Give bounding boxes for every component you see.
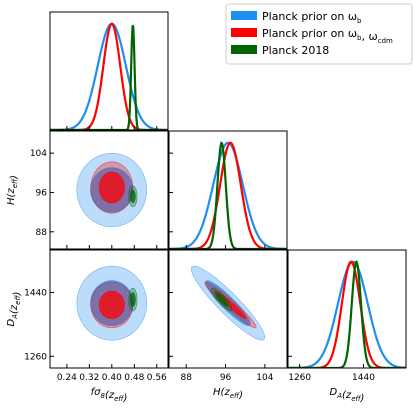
x-axis-label-DA: DA(zeff): [330, 387, 365, 404]
legend-label-2: Planck 2018: [262, 44, 329, 57]
marginal-H-series-0: [169, 141, 287, 249]
x-tick-label-fsigma8: 0.40: [102, 373, 122, 383]
x-tick-label-H: 96: [220, 373, 232, 383]
marginal-DA: [288, 260, 406, 368]
x-tick-label-fsigma8: 0.56: [147, 373, 167, 383]
contour-fsigma8-H-series-1-level-1: [98, 171, 125, 204]
x-tick-label-fsigma8: 0.24: [57, 373, 77, 383]
marginal-H-series-1: [169, 141, 287, 249]
legend: [225, 3, 413, 65]
marginal-DA-series-2: [288, 260, 406, 368]
legend-label-1: Planck prior on ωb, ωcdm: [262, 27, 393, 45]
panel-frame-H-DA: [168, 249, 288, 369]
contour-fsigma8-H-series-2-level-1: [130, 189, 136, 204]
legend-swatch-1: [231, 28, 257, 37]
contour-H-DA-series-2-level-1: [214, 292, 229, 307]
x-tick-label-DA: 1260: [288, 373, 311, 383]
legend-swatch-0: [231, 11, 257, 20]
y-tick-label-H: 88: [36, 228, 48, 238]
y-axis-label-H: H(zeff): [6, 175, 20, 205]
contour-H-DA: [190, 265, 266, 341]
marginal-fsigma8: [50, 22, 168, 130]
contour-fsigma8-H: [76, 152, 148, 228]
contour-fsigma8-DA-series-2-level-1: [130, 292, 136, 307]
x-tick-label-fsigma8: 0.48: [124, 373, 144, 383]
x-tick-label-H: 104: [256, 373, 273, 383]
marginal-fsigma8-series-0: [50, 22, 168, 130]
legend-frame: [225, 3, 413, 65]
marginal-H-series-2: [169, 141, 287, 249]
x-tick-label-H: 88: [180, 373, 192, 383]
y-tick-label-H: 104: [30, 149, 47, 159]
x-axis-label-H: H(zeff): [213, 387, 243, 401]
x-tick-label-fsigma8: 0.32: [79, 373, 99, 383]
marginal-fsigma8-series-2: [50, 24, 168, 130]
x-tick-label-DA: 1440: [352, 373, 375, 383]
panel-frame-fsigma8-fsigma8: [49, 11, 169, 131]
legend-swatch-2: [231, 45, 257, 54]
contour-fsigma8-DA: [76, 265, 148, 341]
y-axis-label-DA: DA(zeff): [6, 292, 23, 327]
panel-frame-fsigma8-DA: [49, 249, 169, 369]
y-tick-label-H: 96: [36, 188, 48, 198]
x-axis-label-fsigma8: fσ8(zeff): [91, 387, 128, 404]
panel-frame-DA-DA: [287, 249, 407, 369]
marginal-fsigma8-series-1: [50, 22, 168, 130]
y-tick-label-DA: 1440: [24, 289, 47, 299]
panel-frame-H-H: [168, 130, 288, 250]
y-tick-label-DA: 1260: [24, 352, 47, 362]
marginal-H: [169, 141, 287, 249]
contour-fsigma8-DA-series-1-level-1: [98, 290, 125, 320]
legend-label-0: Planck prior on ωb: [262, 10, 362, 25]
panel-frame-fsigma8-H: [49, 130, 169, 250]
